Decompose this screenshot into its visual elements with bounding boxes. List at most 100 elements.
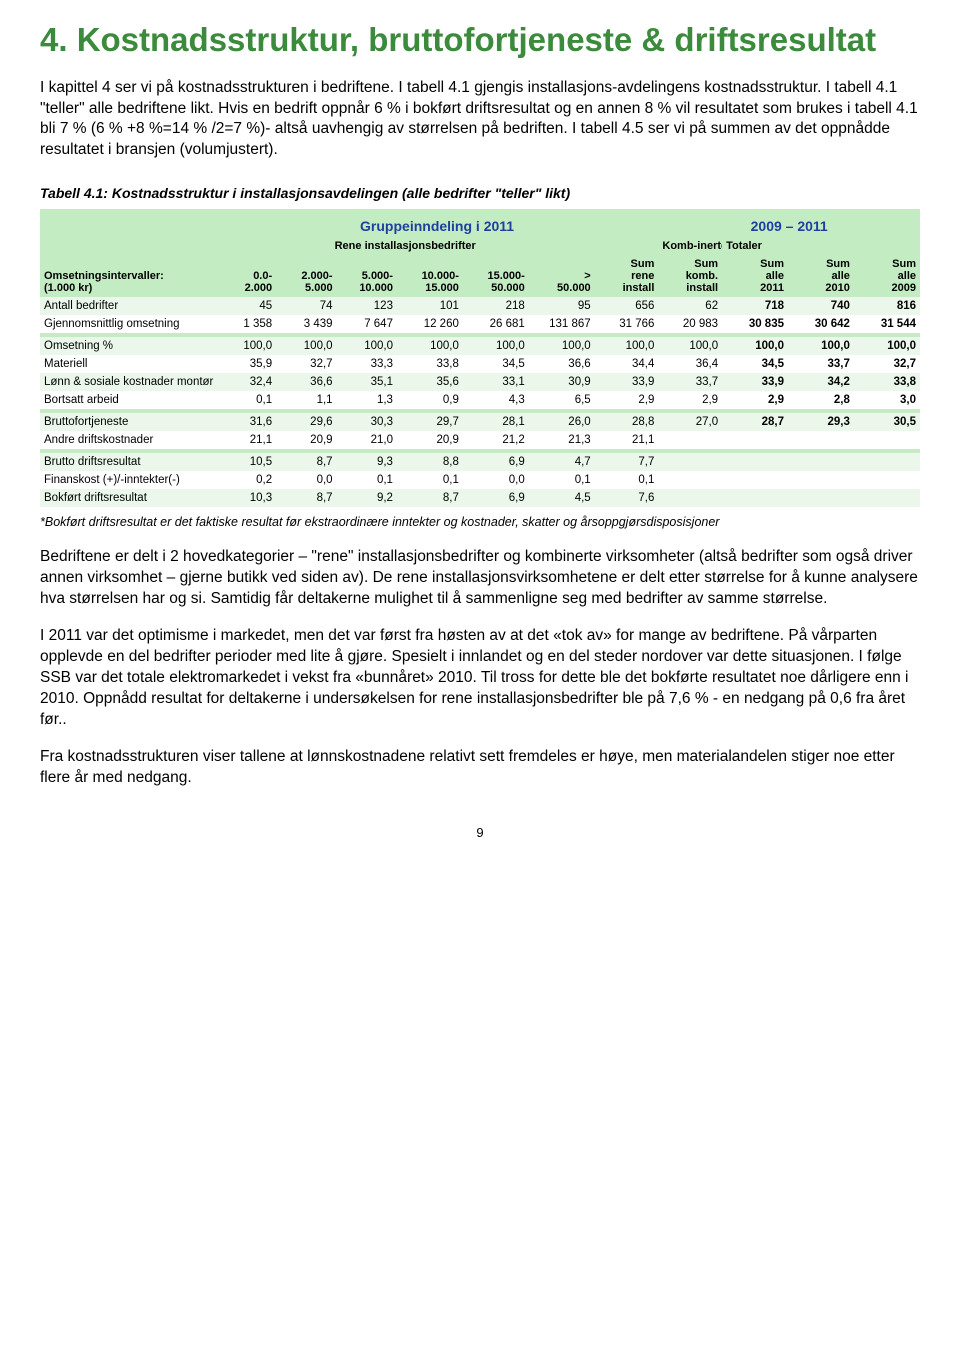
cell: 31 766 [595,315,659,333]
cell: 100,0 [463,337,529,355]
cell: 29,6 [276,413,336,431]
sum-col-3: Sumalle2010 [788,255,854,297]
cell [722,431,788,449]
cost-structure-table: Gruppeinndeling i 20112009 – 2011Rene in… [40,209,920,507]
row-label: Bruttofortjeneste [40,413,216,431]
cell: 31 544 [854,315,920,333]
cell: 33,7 [658,373,722,391]
cell: 32,7 [854,355,920,373]
cell: 8,7 [276,489,336,507]
cell: 4,3 [463,391,529,409]
cell: 100,0 [658,337,722,355]
header-group-2009-2011: 2009 – 2011 [658,215,920,237]
cell: 100,0 [276,337,336,355]
row-label: Omsetning % [40,337,216,355]
cell: 123 [337,297,397,315]
cell: 21,0 [337,431,397,449]
cell: 33,3 [337,355,397,373]
cell: 36,6 [529,355,595,373]
row-label: Bokført driftsresultat [40,489,216,507]
cell [854,431,920,449]
cell [658,431,722,449]
cell: 100,0 [722,337,788,355]
cell: 100,0 [788,337,854,355]
cell [722,489,788,507]
cell [854,471,920,489]
cell: 34,5 [722,355,788,373]
interval-col-2: 5.000-10.000 [337,255,397,297]
cell: 100,0 [337,337,397,355]
interval-col-0: 0.0-2.000 [216,255,276,297]
cell [854,453,920,471]
cell: 28,7 [722,413,788,431]
cell: 0,1 [595,471,659,489]
sum-col-4: Sumalle2009 [854,255,920,297]
cell: 0,1 [337,471,397,489]
cell: 656 [595,297,659,315]
cell: 35,6 [397,373,463,391]
cell: 1 358 [216,315,276,333]
row-label: Finanskost (+)/-inntekter(-) [40,471,216,489]
cell: 28,1 [463,413,529,431]
cell: 74 [276,297,336,315]
cell: 35,1 [337,373,397,391]
cell: 33,8 [397,355,463,373]
row-label: Bortsatt arbeid [40,391,216,409]
cell: 33,9 [595,373,659,391]
cell: 62 [658,297,722,315]
cell: 2,9 [722,391,788,409]
row-label: Gjennomsnittlig omsetning [40,315,216,333]
cell: 30,3 [337,413,397,431]
cell: 3,0 [854,391,920,409]
cell: 218 [463,297,529,315]
cell: 34,5 [463,355,529,373]
cell: 4,5 [529,489,595,507]
cell: 21,3 [529,431,595,449]
interval-col-4: 15.000-50.000 [463,255,529,297]
cell: 30,9 [529,373,595,391]
cell: 36,4 [658,355,722,373]
cell: 31,6 [216,413,276,431]
cell: 12 260 [397,315,463,333]
intro-paragraph: I kapittel 4 ser vi på kostnadsstrukture… [40,78,920,162]
cell: 7,7 [595,453,659,471]
cell [788,489,854,507]
intervals-label: Omsetningsintervaller:(1.000 kr) [40,255,216,297]
sum-col-0: Sumreneinstall [595,255,659,297]
cell [854,489,920,507]
cell: 0,2 [216,471,276,489]
cell: 7,6 [595,489,659,507]
cell: 4,7 [529,453,595,471]
cell [658,471,722,489]
cell: 6,9 [463,453,529,471]
cell: 36,6 [276,373,336,391]
cell: 1,1 [276,391,336,409]
sum-col-1: Sumkomb.install [658,255,722,297]
cell: 0,0 [463,471,529,489]
cell: 32,4 [216,373,276,391]
cell: 0,1 [397,471,463,489]
cell [658,453,722,471]
cell: 21,2 [463,431,529,449]
header-group-2011: Gruppeinndeling i 2011 [216,215,659,237]
cell [722,453,788,471]
cell: 33,1 [463,373,529,391]
cell: 20,9 [397,431,463,449]
cell: 29,7 [397,413,463,431]
cell: 8,7 [397,489,463,507]
cell: 100,0 [529,337,595,355]
cell: 34,4 [595,355,659,373]
sum-col-2: Sumalle2011 [722,255,788,297]
cell: 2,9 [658,391,722,409]
cell: 33,8 [854,373,920,391]
cell: 0,1 [529,471,595,489]
page-number: 9 [40,825,920,840]
table-footnote: *Bokført driftsresultat er det faktiske … [40,515,920,529]
cell: 10,5 [216,453,276,471]
cell: 100,0 [397,337,463,355]
cell [788,471,854,489]
cell: 740 [788,297,854,315]
cell: 8,7 [276,453,336,471]
cell: 21,1 [216,431,276,449]
cell: 28,8 [595,413,659,431]
